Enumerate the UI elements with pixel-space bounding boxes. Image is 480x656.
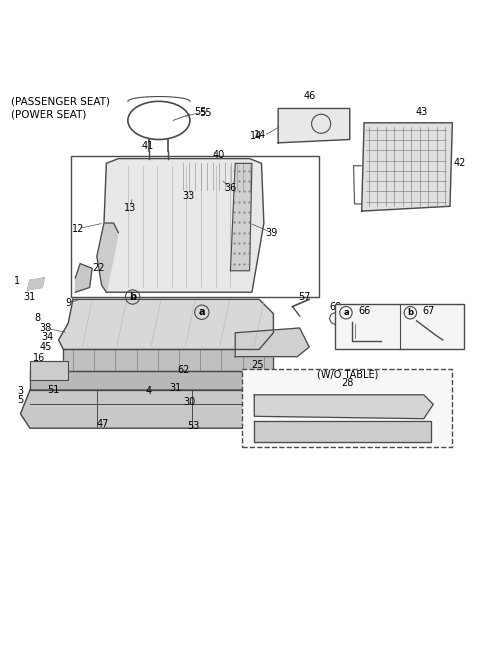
Text: 16: 16 <box>33 353 45 363</box>
Text: 1: 1 <box>14 276 21 286</box>
Text: 39: 39 <box>265 228 277 237</box>
Text: 25: 25 <box>252 360 264 370</box>
Text: 55: 55 <box>199 108 212 118</box>
Text: 14: 14 <box>250 131 262 140</box>
Polygon shape <box>104 159 264 292</box>
Text: 34: 34 <box>42 331 54 342</box>
Text: 8: 8 <box>34 314 40 323</box>
Polygon shape <box>230 163 252 271</box>
Text: 66: 66 <box>358 306 370 316</box>
Text: 14: 14 <box>254 130 266 140</box>
Polygon shape <box>254 421 431 441</box>
Text: 67: 67 <box>422 306 435 316</box>
Text: 47: 47 <box>97 419 109 430</box>
Bar <box>71 156 319 297</box>
Text: 59: 59 <box>338 319 350 329</box>
Text: 52: 52 <box>341 432 354 441</box>
Polygon shape <box>254 395 433 419</box>
Text: 51: 51 <box>47 385 59 395</box>
Text: 41: 41 <box>142 140 154 151</box>
Text: b: b <box>408 308 413 318</box>
Polygon shape <box>235 328 309 357</box>
Text: 3: 3 <box>17 386 24 396</box>
Text: b: b <box>129 292 136 302</box>
Text: 4: 4 <box>145 386 151 396</box>
Text: (W/O TABLE): (W/O TABLE) <box>317 369 378 379</box>
Polygon shape <box>362 123 452 211</box>
Text: 28: 28 <box>341 378 354 388</box>
Text: 38: 38 <box>39 323 51 333</box>
Text: 46: 46 <box>303 91 315 101</box>
Polygon shape <box>21 390 288 428</box>
Polygon shape <box>63 350 274 371</box>
Polygon shape <box>75 264 92 292</box>
Text: 60: 60 <box>330 302 342 312</box>
Text: 43: 43 <box>415 107 428 117</box>
Text: 45: 45 <box>39 342 51 352</box>
Polygon shape <box>278 108 350 143</box>
Bar <box>242 369 452 447</box>
Polygon shape <box>30 371 278 390</box>
Text: 36: 36 <box>224 183 237 193</box>
Text: 30: 30 <box>184 397 196 407</box>
Polygon shape <box>97 223 118 292</box>
Polygon shape <box>30 361 68 380</box>
Text: 31: 31 <box>169 382 182 393</box>
Text: 12: 12 <box>72 224 84 234</box>
Text: (PASSENGER SEAT)
(POWER SEAT): (PASSENGER SEAT) (POWER SEAT) <box>11 96 110 120</box>
Text: 42: 42 <box>454 158 466 169</box>
Text: 57: 57 <box>298 292 311 302</box>
Text: 9: 9 <box>65 298 71 308</box>
Polygon shape <box>28 278 44 290</box>
Text: 53: 53 <box>188 421 200 431</box>
Text: 13: 13 <box>124 203 136 213</box>
Text: 5: 5 <box>17 394 24 405</box>
Text: 40: 40 <box>212 150 225 160</box>
Text: 62: 62 <box>178 365 190 375</box>
Text: 31: 31 <box>23 292 35 302</box>
Text: 22: 22 <box>92 263 105 274</box>
Text: a: a <box>199 307 205 318</box>
Polygon shape <box>59 299 274 350</box>
Text: 33: 33 <box>183 191 195 201</box>
Bar <box>336 304 464 350</box>
Text: a: a <box>343 308 349 318</box>
Text: 55: 55 <box>194 108 207 117</box>
